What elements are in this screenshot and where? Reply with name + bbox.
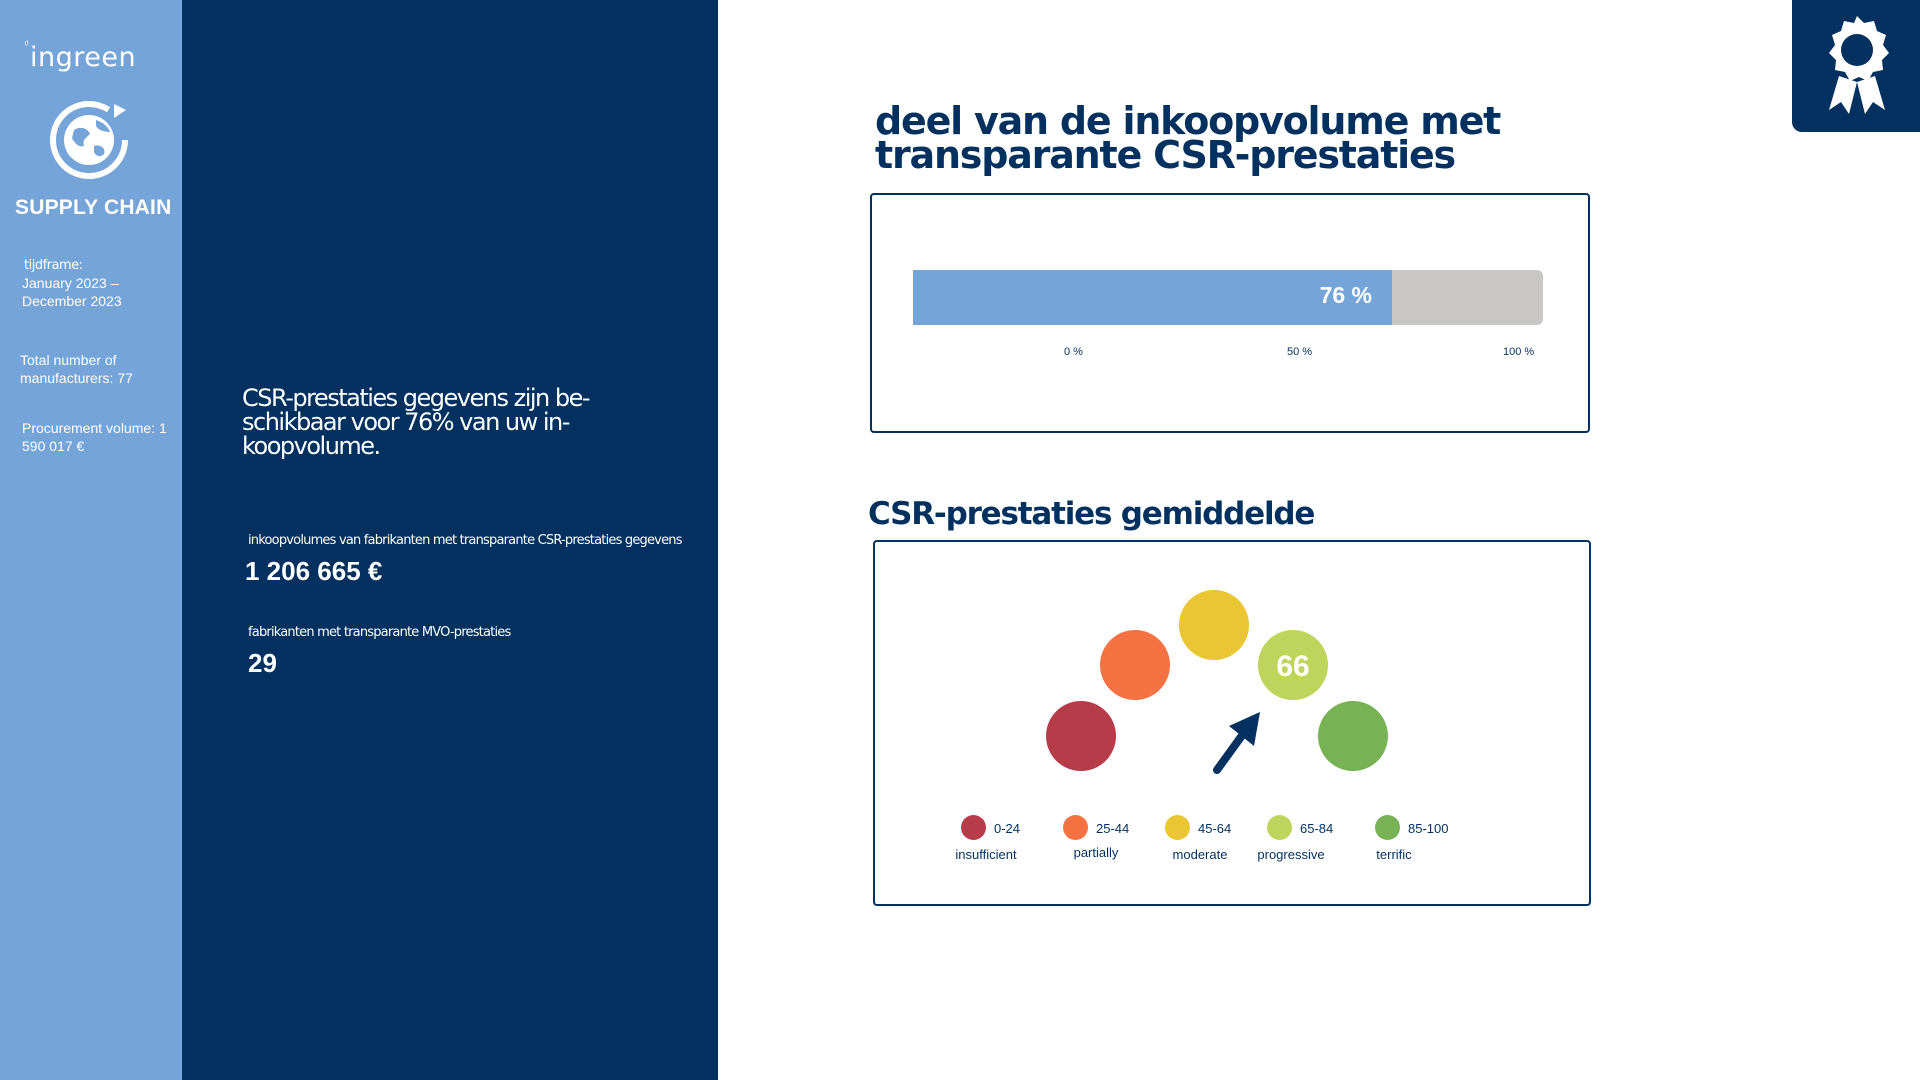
globe-recycle-icon xyxy=(50,101,128,179)
bar-data-label: 76 % xyxy=(1319,282,1372,308)
legend-name-insufficient: insufficient xyxy=(955,847,1017,862)
legend-name-progressive: progressive xyxy=(1257,847,1325,862)
gauge-circle-partially xyxy=(1100,630,1170,700)
csr-average-title: CSR-prestaties gemiddelde xyxy=(868,496,1315,532)
legend-range-insufficient: 0-24 xyxy=(994,821,1021,836)
gauge-circle-terrific xyxy=(1318,701,1388,771)
timeframe-label: tijdframe: xyxy=(24,258,83,273)
legend-range-progressive: 65-84 xyxy=(1300,821,1334,836)
manufacturers-count: Total number of manufacturers: 77 xyxy=(20,352,133,386)
legend-range-partially: 25-44 xyxy=(1096,821,1130,836)
sidebar-title: SUPPLY CHAIN xyxy=(15,196,172,219)
legend-dot-progressive xyxy=(1267,815,1292,840)
summary-text: CSR-prestaties gegevens zijn be-schikbaa… xyxy=(242,384,591,460)
kpi-volume-label: inkoopvolumes van fabrikanten met transp… xyxy=(248,533,683,548)
timeframe-value: January 2023 – December 2023 xyxy=(22,275,122,309)
legend-name-partially: partially xyxy=(1073,845,1119,860)
legend-name-terrific: terrific xyxy=(1376,847,1412,862)
legend-dot-moderate xyxy=(1165,815,1190,840)
bar-fill xyxy=(913,270,1392,325)
award-ribbon-icon xyxy=(1829,16,1889,114)
sidebar xyxy=(0,0,182,1080)
procurement-volume: Procurement volume: 1 590 017 € xyxy=(22,420,167,454)
award-badge xyxy=(1792,0,1920,132)
volume-share-title: deel van de inkoopvolume met transparant… xyxy=(875,99,1501,177)
gauge-circle-moderate xyxy=(1179,590,1249,660)
gauge-score: 66 xyxy=(1276,650,1309,683)
gauge-arrow-icon xyxy=(1213,712,1260,774)
legend-range-moderate: 45-64 xyxy=(1198,821,1232,836)
legend-dot-partially xyxy=(1063,815,1088,840)
tick-label-50: 50 % xyxy=(1287,346,1313,358)
tick-label-100: 100 % xyxy=(1503,346,1535,358)
kpi-manufacturers-label: fabrikanten met transparante MVO-prestat… xyxy=(248,625,511,640)
tick-label-0: 0 % xyxy=(1064,346,1083,358)
score-gauge: 66 xyxy=(1046,590,1388,774)
gauge-circle-progressive xyxy=(1258,630,1328,700)
legend-name-moderate: moderate xyxy=(1172,847,1228,862)
ingreen-logo: ingreen xyxy=(30,42,137,73)
summary-panel xyxy=(182,0,718,1080)
legend-range-terrific: 85-100 xyxy=(1408,821,1449,836)
legend-dot-insufficient xyxy=(961,815,986,840)
kpi-manufacturers-value: 29 xyxy=(248,648,277,678)
kpi-volume-value: 1 206 665 € xyxy=(245,556,383,586)
legend-dot-terrific xyxy=(1375,815,1400,840)
gauge-circle-insufficient xyxy=(1046,701,1116,771)
leaf-icon xyxy=(25,40,29,46)
